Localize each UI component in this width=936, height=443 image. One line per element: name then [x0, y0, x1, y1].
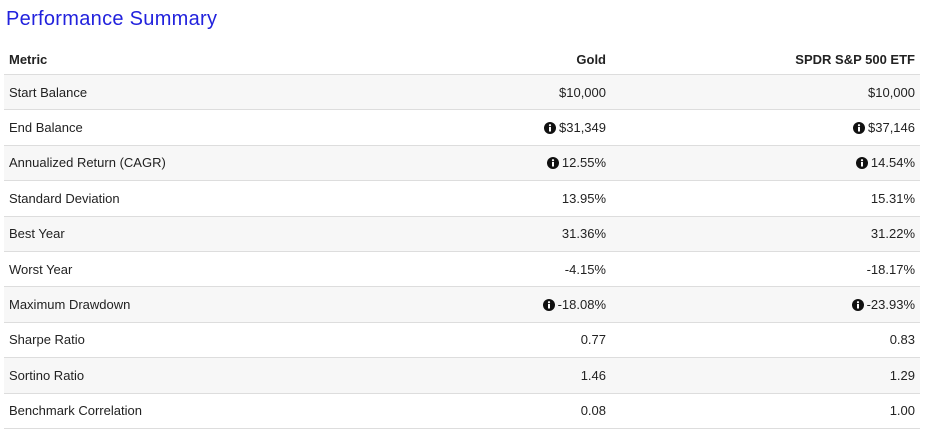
info-icon[interactable]	[855, 157, 868, 170]
cell: $10,000	[304, 74, 611, 111]
row: Sharpe Ratio 0.77 0.83	[4, 322, 920, 359]
value: 0.08	[580, 403, 606, 419]
cell: 15.31%	[611, 180, 920, 217]
row: Standard Deviation 13.95% 15.31%	[4, 180, 920, 217]
performance-table: Metric Gold SPDR S&P 500 ETF Start Balan…	[4, 45, 920, 429]
cell: 0.83	[611, 322, 920, 359]
row: Annualized Return (CAGR) 12.55% 14.54%	[4, 145, 920, 182]
cell: 31.36%	[304, 216, 611, 252]
cell: $10,000	[611, 74, 920, 111]
info-icon[interactable]	[853, 122, 865, 135]
cell: 1.46	[304, 357, 611, 394]
value: -4.15%	[564, 261, 606, 277]
value: 0.83	[889, 332, 915, 348]
header-cell: Metric	[4, 45, 304, 75]
value: $10,000	[559, 84, 606, 100]
info-icon[interactable]	[851, 299, 864, 312]
value: $37,146	[868, 120, 915, 136]
metric: Sharpe Ratio	[4, 322, 304, 359]
metric: Benchmark Correlation	[4, 393, 304, 429]
value: 31.22%	[870, 226, 915, 242]
metric: Maximum Drawdown	[4, 286, 304, 323]
value: 13.95%	[561, 190, 606, 206]
metric: Annualized Return (CAGR)	[4, 145, 304, 182]
metric: Standard Deviation	[4, 180, 304, 217]
value: 0.77	[580, 332, 606, 348]
table-head: Metric Gold SPDR S&P 500 ETF	[4, 45, 920, 75]
row: Maximum Drawdown -18.08% -23.93%	[4, 286, 920, 323]
cell: 0.77	[304, 322, 611, 359]
cell: $31,349	[304, 109, 611, 146]
row: Benchmark Correlation 0.08 1.00	[4, 393, 920, 429]
cell: -23.93%	[611, 286, 920, 323]
value: 12.55%	[561, 155, 606, 171]
value: -23.93%	[866, 297, 915, 313]
metric: Sortino Ratio	[4, 357, 304, 394]
row: Best Year 31.36% 31.22%	[4, 216, 920, 252]
cell: -4.15%	[304, 251, 611, 288]
value: $10,000	[868, 84, 915, 100]
cell: 1.00	[611, 393, 920, 429]
header-cell: SPDR S&P 500 ETF	[611, 45, 920, 75]
cell: -18.08%	[304, 286, 611, 323]
metric: End Balance	[4, 109, 304, 146]
cell: 12.55%	[304, 145, 611, 182]
header-row: Metric Gold SPDR S&P 500 ETF	[4, 45, 920, 75]
row: Start Balance $10,000 $10,000	[4, 74, 920, 111]
cell: 0.08	[304, 393, 611, 429]
cell: 1.29	[611, 357, 920, 394]
value: -18.17%	[866, 261, 915, 277]
cell: 14.54%	[611, 145, 920, 182]
cell: -18.17%	[611, 251, 920, 288]
value: 1.46	[580, 367, 606, 383]
table-body: Start Balance $10,000 $10,000 End Balance $…	[4, 74, 920, 429]
value: 1.00	[889, 403, 915, 419]
value: 14.54%	[870, 155, 915, 171]
header-cell: Gold	[304, 45, 611, 75]
value: $31,349	[559, 120, 606, 136]
metric: Start Balance	[4, 74, 304, 111]
section-title: Performance Summary	[6, 8, 218, 30]
metric: Best Year	[4, 216, 304, 252]
info-icon[interactable]	[544, 122, 556, 135]
row: End Balance $31,349 $37,146	[4, 109, 920, 146]
value: 31.36%	[561, 226, 606, 242]
row: Worst Year -4.15% -18.17%	[4, 251, 920, 288]
value: -18.08%	[557, 297, 606, 313]
value: 1.29	[889, 367, 915, 383]
metric: Worst Year	[4, 251, 304, 288]
cell: 13.95%	[304, 180, 611, 217]
info-icon[interactable]	[542, 299, 555, 312]
info-icon[interactable]	[546, 157, 559, 170]
value: 15.31%	[870, 190, 915, 206]
row: Sortino Ratio 1.46 1.29	[4, 357, 920, 394]
cell: 31.22%	[611, 216, 920, 252]
cell: $37,146	[611, 109, 920, 146]
